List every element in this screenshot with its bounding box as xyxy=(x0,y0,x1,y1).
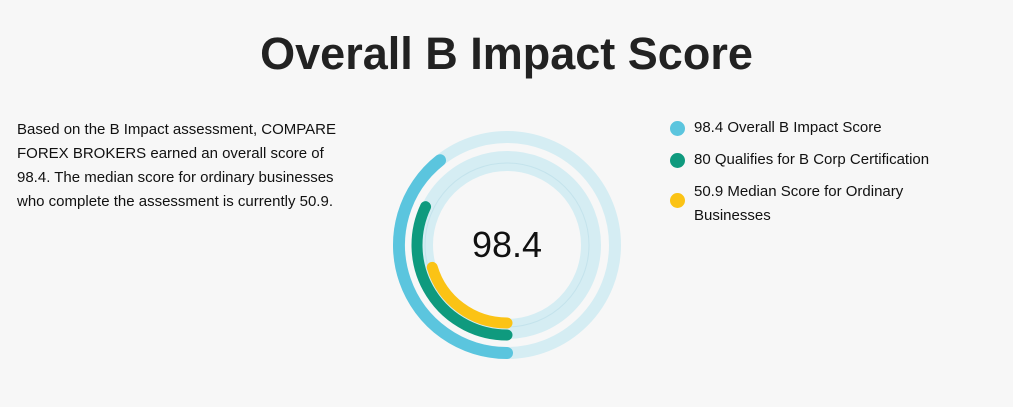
score-description: Based on the B Impact assessment, COMPAR… xyxy=(17,121,337,210)
center-score-label: 98.4 xyxy=(472,224,542,265)
legend-item-median: 50.9 Median Score for Ordinary Businesse… xyxy=(670,180,940,228)
page-title: Overall B Impact Score xyxy=(260,28,753,79)
legend-item-qualifies: 80 Qualifies for B Corp Certification xyxy=(670,148,970,172)
inner-track xyxy=(413,151,601,339)
score-arc-2 xyxy=(426,261,513,329)
legend-label: 98.4 Overall B Impact Score xyxy=(694,119,882,136)
legend-swatch xyxy=(670,193,685,208)
legend-swatch xyxy=(670,121,685,136)
legend-label: 50.9 Median Score for Ordinary Businesse… xyxy=(694,183,904,224)
legend-label: 80 Qualifies for B Corp Certification xyxy=(694,151,930,168)
score-arc-1 xyxy=(411,201,513,341)
score-arc-0 xyxy=(393,154,513,359)
legend: 98.4 Overall B Impact Score 80 Qualifies… xyxy=(670,116,970,228)
legend-swatch xyxy=(670,153,685,168)
legend-item-overall: 98.4 Overall B Impact Score xyxy=(670,116,970,140)
